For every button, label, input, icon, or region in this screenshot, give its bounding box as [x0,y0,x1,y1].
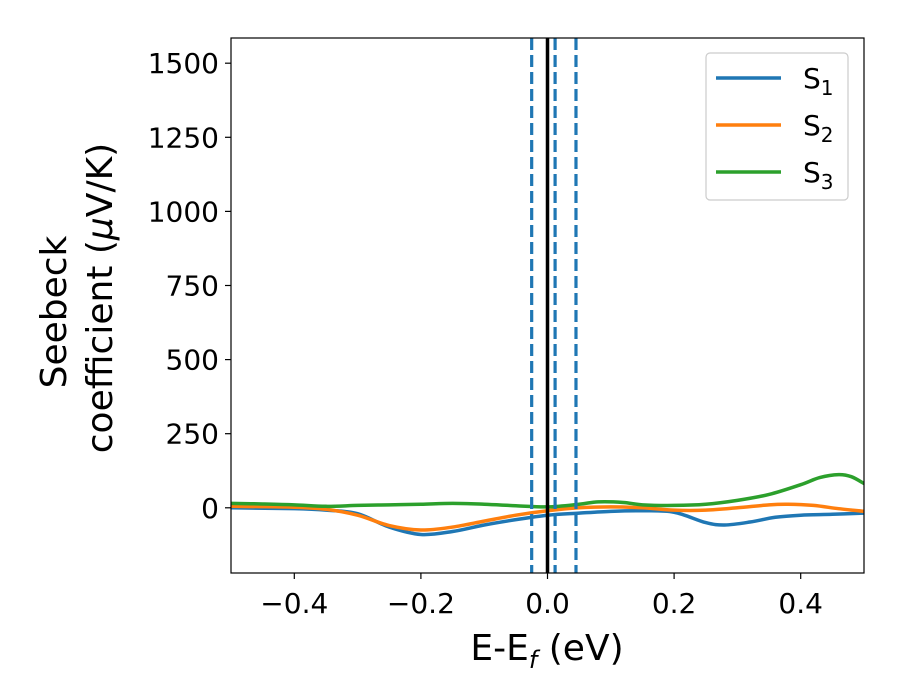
series-line-s2 [231,502,864,532]
y-axis-title-line1: Seebeck [34,235,75,388]
plot-area [230,37,865,574]
y-tick-label: 500 [166,344,219,377]
y-tick-label: 750 [166,269,219,302]
x-axis-title-unit: (eV) [537,628,623,669]
x-axis-title: E-Ef (eV) [470,628,623,674]
y-tick-label: 1500 [148,47,219,80]
x-tick-label: −0.2 [387,587,455,620]
legend-label-s1: S1 [803,62,834,100]
axis-ticks: −0.4 −0.2 0.0 0.2 0.4 0 250 500 750 1000 1250 1500 [148,47,823,620]
x-tick-label: 0.0 [525,587,570,620]
y-tick-label: 1000 [148,195,219,228]
y-axis-title: Seebeck coefficient (μV/K) [34,143,121,453]
series-line-s3 [231,472,864,509]
legend: S1 S2 S3 [705,52,849,201]
y-tick-label: 250 [166,418,219,451]
y-tick-label: 0 [201,492,219,525]
series-lines [231,472,864,537]
x-tick-label: 0.4 [778,587,823,620]
y-axis-title-line2: coefficient (μV/K) [80,143,121,453]
y-tick-label: 1250 [148,121,219,154]
legend-label-s3: S3 [803,156,834,194]
legend-label-s2: S2 [803,109,834,147]
x-tick-label: 0.2 [652,587,697,620]
x-tick-label: −0.4 [260,587,328,620]
